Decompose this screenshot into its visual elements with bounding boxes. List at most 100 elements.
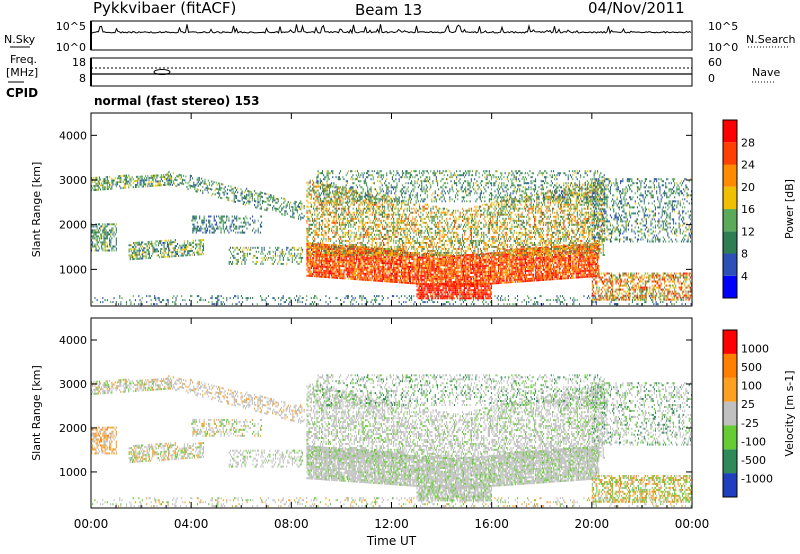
velocity-echo-region	[592, 475, 692, 503]
power-echo-region	[417, 283, 493, 299]
range-tick-label: 1000	[59, 466, 87, 479]
colorbar-segment	[723, 378, 737, 402]
colorbar-tick-label: 16	[741, 203, 755, 216]
noise-right-tick-top: 10^5	[708, 20, 738, 33]
colorbar-segment	[723, 120, 737, 142]
velocity-echo-region	[166, 375, 305, 424]
time-tick-label: 00:00	[74, 517, 109, 531]
range-axis-label: Slant Range [km]	[30, 365, 43, 461]
colorbar-tick-label: 25	[741, 398, 755, 411]
freq-unit-label: [MHz]	[6, 66, 38, 79]
colorbar-segment	[723, 187, 737, 209]
range-tick-label: 3000	[59, 378, 87, 391]
radar-summary-plot: 10^5 10^0 10^5 10^0 18 8 60 0 4 8 12 16 20 24 28 Powe…	[0, 0, 800, 554]
colorbar-segment	[723, 209, 737, 231]
colorbar-segment	[723, 425, 737, 449]
cpid-label: CPID	[6, 86, 38, 100]
velocity-echo-region	[316, 374, 604, 406]
colorbar-tick-label: -100	[741, 435, 766, 448]
nave-label: Nave	[752, 66, 780, 79]
colorbar-segment	[723, 165, 737, 187]
time-axis-label: Time UT	[366, 534, 417, 548]
beam-title: Beam 13	[355, 1, 422, 19]
colorbar-segment	[723, 231, 737, 253]
colorbar-segment	[723, 330, 737, 354]
colorbar-tick-label: 24	[741, 159, 755, 172]
velocity-echo-region	[592, 382, 692, 445]
freq-frame	[91, 58, 692, 86]
power-panel	[91, 170, 693, 305]
noise-left-tick-bottom: 10^0	[56, 41, 86, 54]
colorbar-segment	[723, 473, 737, 497]
station-title: Pykkvibaer (fitACF)	[93, 0, 236, 17]
cpid-mode-text: normal (fast stereo) 153	[94, 94, 260, 108]
colorbar-segment	[723, 354, 737, 378]
colorbar-segment	[723, 449, 737, 473]
range-tick-label: 3000	[59, 174, 87, 187]
freq-label: Freq.	[10, 53, 37, 66]
range-tick-label: 1000	[59, 263, 87, 276]
nsky-label: N.Sky	[4, 33, 35, 46]
velocity-echo-region	[417, 486, 493, 502]
date-title: 04/Nov/2011	[588, 0, 685, 17]
colorbar-segment	[723, 276, 737, 298]
power-echo-region	[92, 295, 693, 305]
time-tick-label: 08:00	[274, 517, 309, 531]
power-colorbar: 4 8 12 16 20 24 28 Power [dB]	[723, 120, 796, 298]
velocity-echo-region	[129, 442, 204, 463]
freq-left-tick-bottom: 8	[79, 72, 86, 85]
colorbar-tick-label: 100	[741, 380, 762, 393]
power-echo-region	[229, 247, 303, 265]
velocity-echo-region	[91, 378, 172, 395]
time-tick-label: 16:00	[474, 517, 509, 531]
velocity-echo-region	[91, 427, 117, 455]
freq-left-tick-top: 18	[72, 56, 86, 69]
colorbar-tick-label: -1000	[741, 472, 773, 485]
range-tick-label: 4000	[59, 334, 87, 347]
colorbar-segment	[723, 254, 737, 276]
colorbar-tick-label: 4	[741, 270, 748, 283]
noise-panel: 10^5 10^0 10^5 10^0	[10, 20, 788, 54]
colorbar-tick-label: -500	[741, 454, 766, 467]
range-tick-label: 2000	[59, 422, 87, 435]
noise-right-tick-bottom: 10^0	[708, 41, 738, 54]
freq-right-tick-bottom: 0	[708, 72, 715, 85]
noise-left-tick-top: 10^5	[56, 20, 86, 33]
velocity-colorbar: -1000 -500 -100 -25 25 100 500 1000 Velocity [m …	[723, 330, 796, 497]
velocity-echo-region	[191, 419, 262, 437]
power-echo-region	[129, 239, 204, 260]
range-axis-label: Slant Range [km]	[30, 162, 43, 258]
nsearch-label: N.Search	[746, 33, 796, 46]
colorbar-tick-label: 500	[741, 361, 762, 374]
power-echo-region	[316, 170, 604, 202]
colorbar-label: Velocity [m s-1]	[783, 370, 796, 456]
power-echo-region	[191, 216, 262, 234]
frequency-panel: 18 8 60 0	[8, 56, 775, 86]
noise-sky-trace	[91, 24, 691, 33]
power-echo-region	[91, 174, 172, 192]
time-tick-label: 20:00	[575, 517, 610, 531]
power-echo-region	[592, 178, 692, 242]
colorbar-label: Power [dB]	[783, 179, 796, 239]
colorbar-segment	[723, 142, 737, 164]
colorbar-tick-label: -25	[741, 417, 759, 430]
colorbar-tick-label: 8	[741, 248, 748, 261]
time-tick-label: 12:00	[374, 517, 409, 531]
colorbar-tick-label: 1000	[741, 343, 769, 356]
colorbar-tick-label: 12	[741, 225, 755, 238]
colorbar-tick-label: 20	[741, 181, 755, 194]
range-tick-label: 4000	[59, 129, 87, 142]
time-tick-label: 04:00	[174, 517, 209, 531]
range-tick-label: 2000	[59, 219, 87, 232]
colorbar-tick-label: 28	[741, 136, 755, 149]
velocity-panel	[91, 374, 693, 507]
freq-right-tick-top: 60	[708, 56, 722, 69]
power-echo-region	[91, 223, 117, 251]
time-tick-label: 00:00	[675, 517, 710, 531]
velocity-echo-region	[229, 450, 303, 468]
velocity-echo-region	[92, 497, 693, 507]
noise-frame	[91, 21, 692, 50]
power-echo-region	[166, 171, 305, 220]
power-echo-region	[592, 273, 692, 301]
colorbar-segment	[723, 402, 737, 426]
